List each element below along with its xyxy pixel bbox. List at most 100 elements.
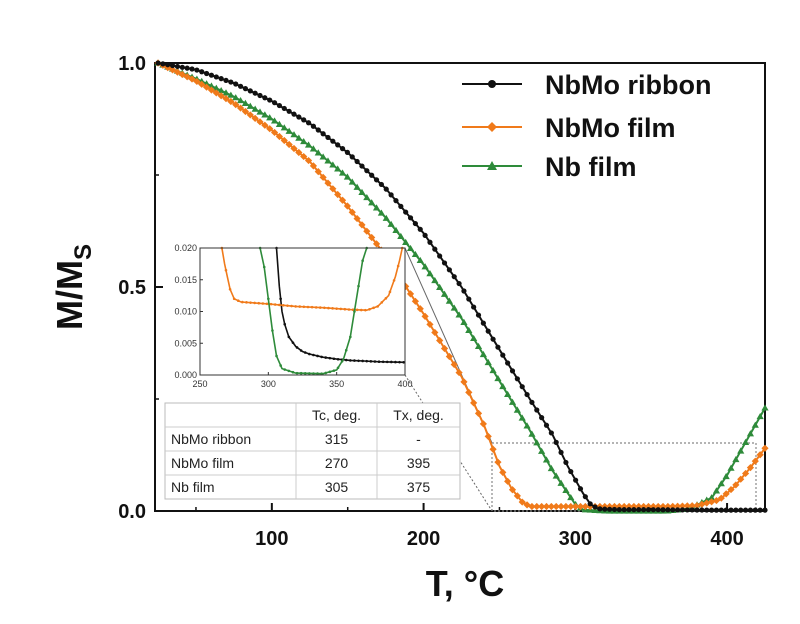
data-point-nb-film <box>440 290 449 297</box>
data-point-nbmo-film <box>717 494 725 502</box>
data-point-nb-film <box>251 105 259 112</box>
inset-point-nbmo-film <box>261 302 265 305</box>
data-point-ribbon <box>213 74 219 80</box>
data-point-nbmo-film <box>343 202 352 210</box>
inset-point-nbmo-film <box>273 303 277 306</box>
data-point-nb-film <box>746 430 755 437</box>
data-point-ribbon <box>539 415 545 421</box>
data-point-nb-film <box>411 250 419 258</box>
data-point-ribbon <box>708 507 715 513</box>
data-point-ribbon <box>514 376 520 382</box>
inset-point-ribbon <box>320 355 323 359</box>
data-point-ribbon <box>247 88 253 94</box>
inset-point-ribbon <box>303 351 307 354</box>
data-point-ribbon <box>641 507 647 513</box>
data-point-nb-film <box>741 438 750 445</box>
inset-y-tick-label: 0.000 <box>174 370 197 380</box>
inset-point-nbmo-film <box>232 297 236 301</box>
data-point-nb-film <box>348 178 356 185</box>
inset-y-tick-label: 0.005 <box>174 338 197 348</box>
x-tick-label: 300 <box>559 528 592 550</box>
data-point-nb-film <box>508 398 517 405</box>
data-point-nb-film <box>479 350 487 358</box>
data-point-nbmo-film <box>640 502 648 511</box>
data-point-ribbon <box>563 459 569 466</box>
data-point-nbmo-film <box>338 196 347 204</box>
data-point-ribbon <box>174 63 181 70</box>
data-point-nbmo-film <box>625 502 633 511</box>
inset-point-ribbon <box>377 360 381 363</box>
data-point-nbmo-film <box>741 469 750 478</box>
data-point-nb-film <box>280 124 288 131</box>
data-point-ribbon <box>704 507 710 513</box>
inset-point-nbmo-film <box>241 300 244 304</box>
data-point-nbmo-film <box>363 227 371 235</box>
main-series-group <box>154 59 769 514</box>
data-point-ribbon <box>301 117 307 123</box>
inset-point-nbmo-film <box>302 305 306 309</box>
inset-line-nb-film <box>259 247 368 375</box>
data-point-ribbon <box>165 62 171 68</box>
data-point-nb-film <box>241 99 250 107</box>
data-point-nbmo-film <box>411 297 419 305</box>
data-point-ribbon <box>558 449 564 456</box>
inset-point-nb-film <box>271 329 274 332</box>
data-point-ribbon <box>485 328 491 334</box>
data-point-nbmo-film <box>746 464 755 472</box>
data-point-nbmo-film <box>193 77 201 86</box>
y-tick-label: 1.0 <box>118 53 146 75</box>
data-point-nbmo-film <box>261 121 269 129</box>
data-point-ribbon <box>432 246 438 252</box>
data-point-nbmo-film <box>406 290 415 298</box>
inset-point-nb-film <box>344 348 348 352</box>
inset-point-nbmo-film <box>282 303 285 307</box>
data-point-ribbon <box>670 507 676 513</box>
y-axis-title-subscript: S <box>70 244 97 260</box>
data-point-nb-film <box>212 84 220 91</box>
data-point-ribbon <box>548 430 554 436</box>
data-point-nb-film <box>717 480 725 487</box>
data-point-nb-film <box>314 149 322 156</box>
data-point-ribbon <box>339 146 346 152</box>
data-point-ribbon <box>626 507 632 513</box>
data-point-nbmo-film <box>324 179 332 187</box>
inset-point-ribbon <box>365 359 369 363</box>
data-point-nbmo-film <box>513 492 521 500</box>
data-point-ribbon <box>189 66 195 72</box>
data-point-ribbon <box>330 138 336 144</box>
data-point-nb-film <box>465 326 473 334</box>
data-point-nb-film <box>470 334 478 342</box>
data-point-nbmo-film <box>402 282 410 290</box>
data-point-nb-film <box>290 131 298 138</box>
data-point-nbmo-film <box>542 502 551 511</box>
data-point-nb-film <box>499 382 507 390</box>
data-point-nbmo-film <box>610 502 619 511</box>
inset-point-nbmo-film <box>343 307 347 311</box>
data-point-nbmo-film <box>198 80 206 88</box>
inset-point-nbmo-film <box>257 301 261 305</box>
data-point-ribbon <box>529 399 535 405</box>
data-point-ribbon <box>364 168 370 174</box>
data-point-nbmo-film <box>664 502 672 511</box>
inset-point-nbmo-film <box>347 308 351 311</box>
data-point-ribbon <box>689 507 695 513</box>
data-point-ribbon <box>718 507 724 513</box>
data-point-nb-film <box>406 244 415 252</box>
data-point-ribbon <box>218 76 224 82</box>
data-point-nb-film <box>285 127 293 134</box>
inset-point-ribbon <box>394 360 397 364</box>
inset-point-nbmo-film <box>286 304 289 307</box>
data-point-nbmo-film <box>353 214 361 223</box>
data-point-nbmo-film <box>518 498 526 506</box>
data-point-nb-film <box>227 91 235 98</box>
data-point-ribbon <box>699 507 705 513</box>
data-point-nb-film <box>275 120 284 127</box>
data-point-nb-film <box>518 414 526 421</box>
data-point-nb-film <box>751 421 759 428</box>
data-point-ribbon <box>611 506 618 513</box>
data-point-nb-film <box>761 404 769 411</box>
data-point-nbmo-film <box>290 144 298 153</box>
data-point-nb-film <box>377 209 385 216</box>
inset-point-nbmo-film <box>368 307 371 311</box>
data-point-nbmo-film <box>635 502 643 511</box>
